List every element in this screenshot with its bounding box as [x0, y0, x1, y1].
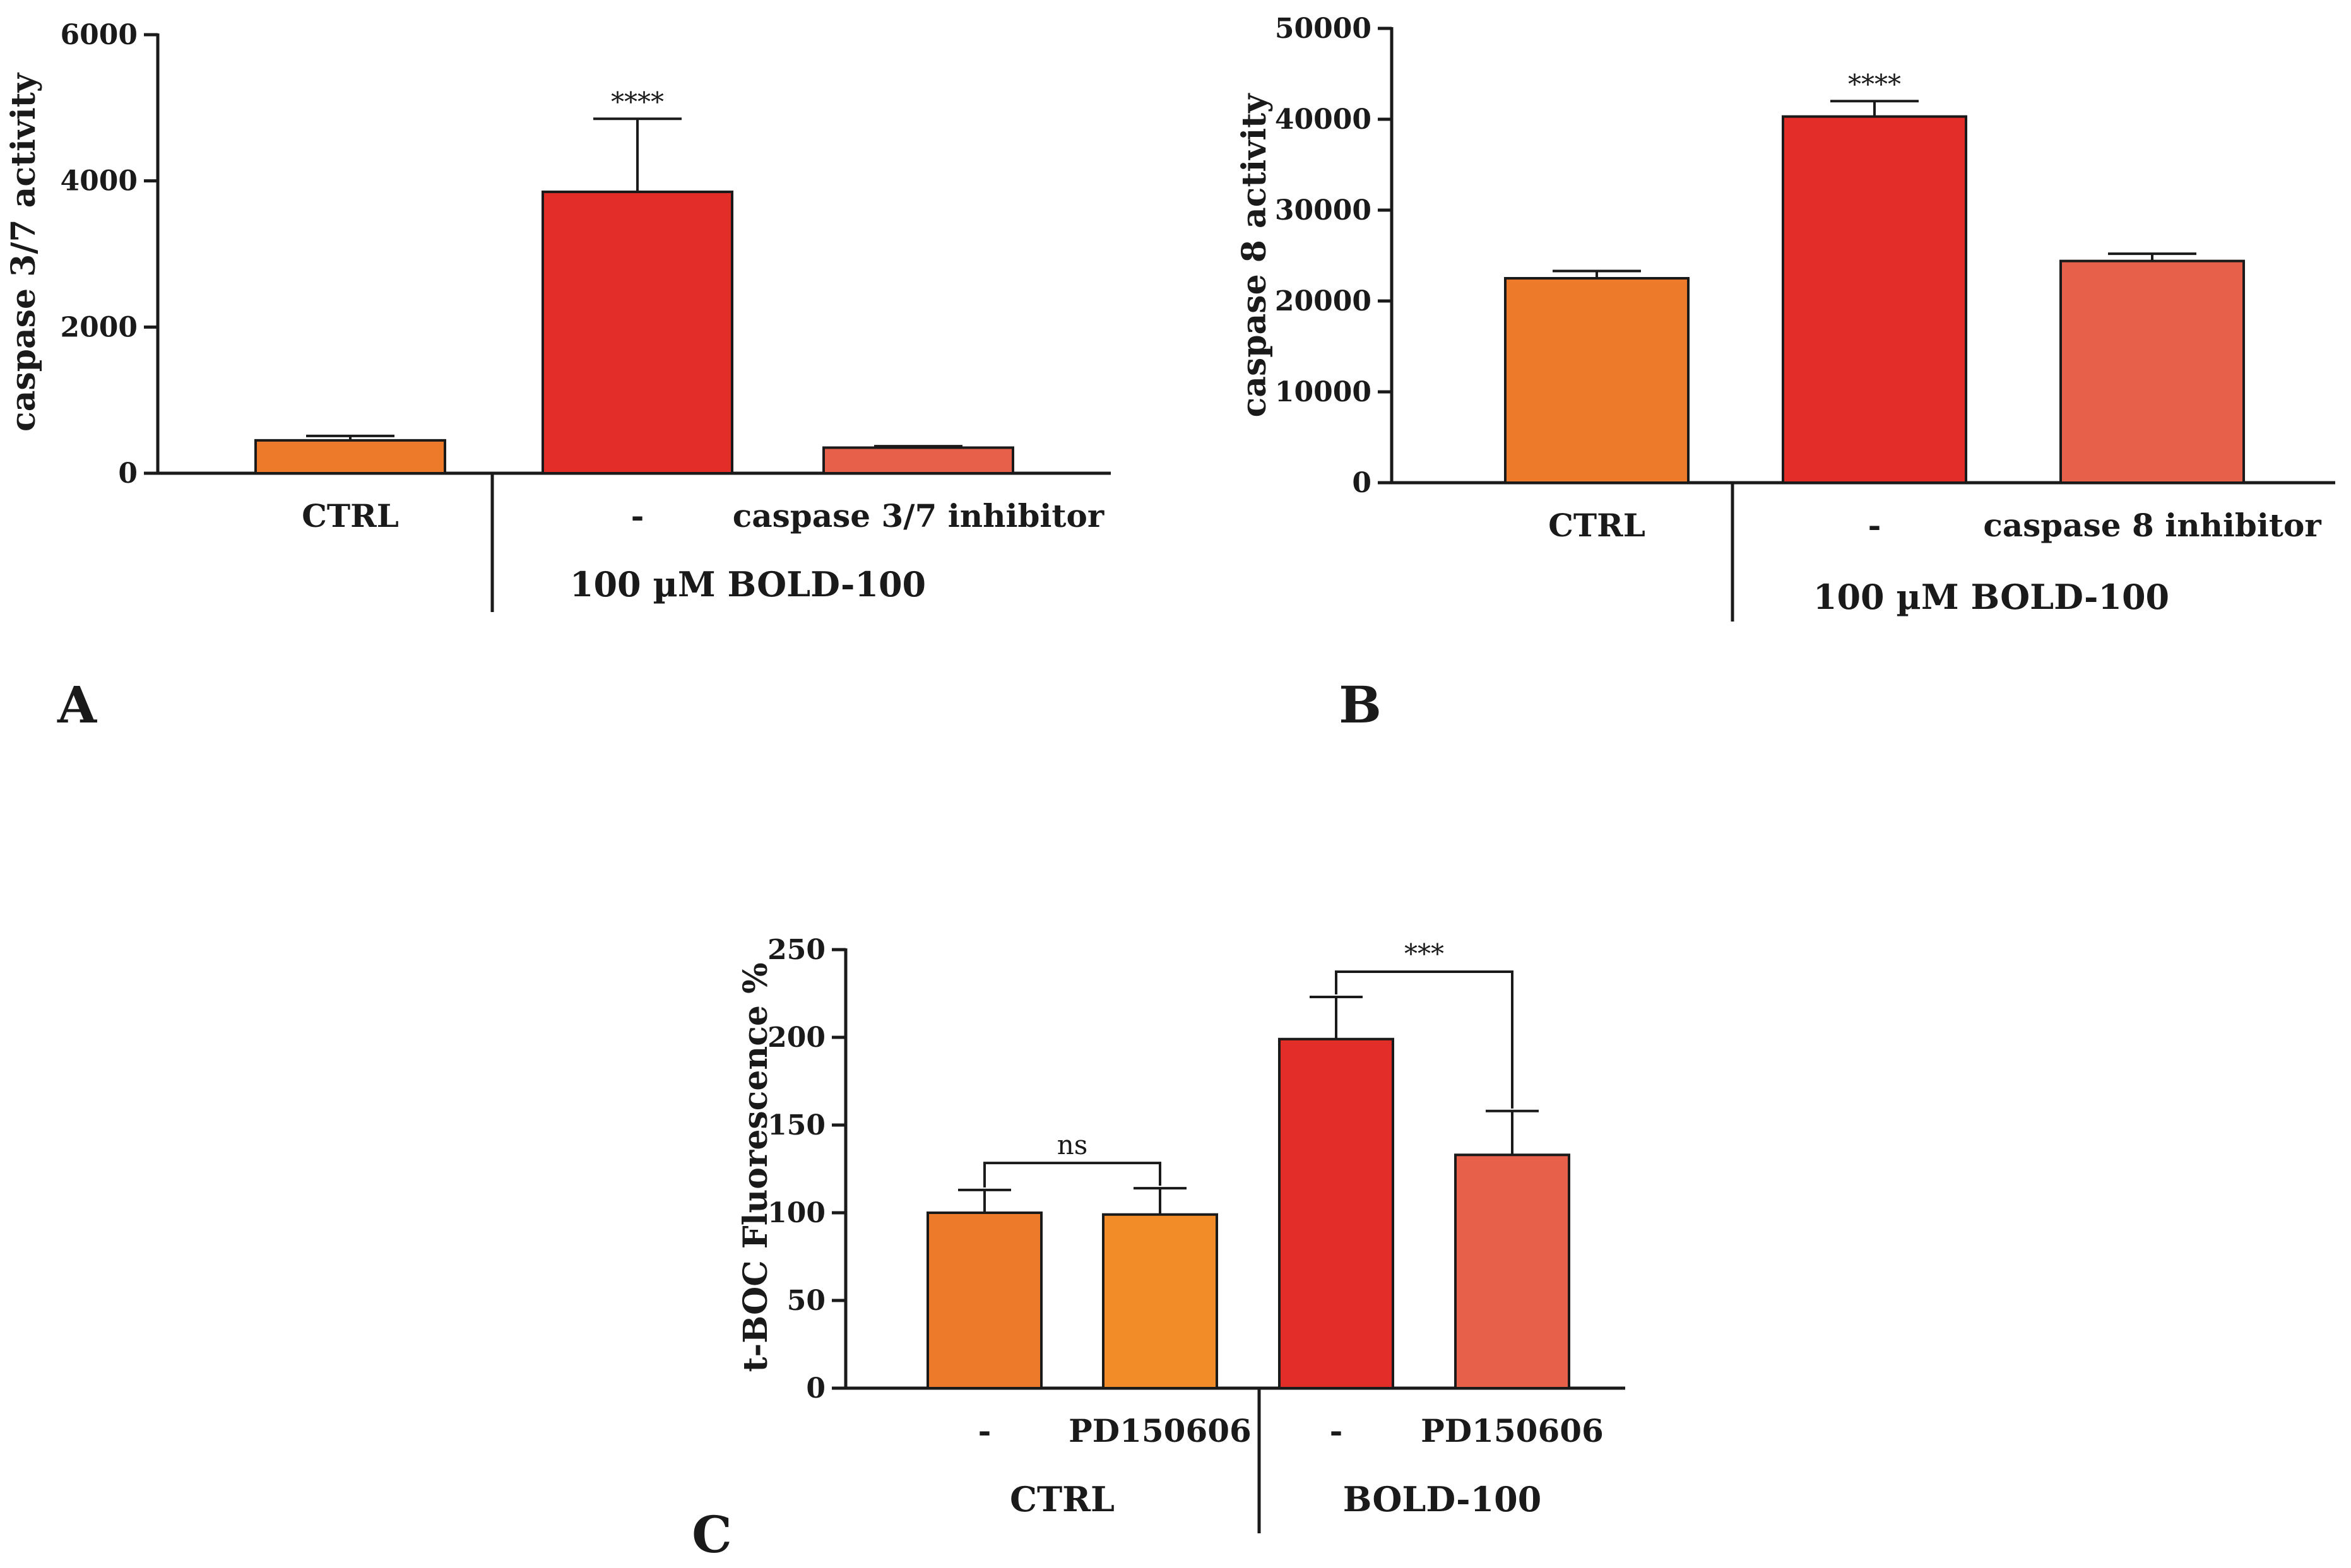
y-tick-label: 100 — [767, 1197, 826, 1229]
panel-label: A — [57, 675, 97, 734]
bar-0 — [1505, 278, 1688, 483]
category-label: - — [1868, 507, 1881, 544]
y-tick-label: 4000 — [61, 165, 138, 197]
y-tick-label: 10000 — [1275, 376, 1371, 408]
y-tick-label: 30000 — [1275, 194, 1371, 227]
category-label: CTRL — [1548, 507, 1645, 544]
y-tick-label: 50 — [787, 1285, 826, 1317]
y-tick-label: 150 — [767, 1109, 826, 1141]
bar-0 — [256, 440, 445, 473]
significance-label: **** — [1848, 69, 1901, 100]
category-label: caspase 8 inhibitor — [1983, 507, 2321, 544]
y-tick-label: 40000 — [1275, 103, 1371, 136]
comparison-bracket — [985, 1163, 1160, 1188]
chart-panel-b: 0 10000 20000 30000 40000 50000 CTRL - caspase 8… — [1235, 13, 2335, 734]
category-label: - — [1330, 1412, 1343, 1449]
y-tick-label: 0 — [118, 457, 138, 490]
bar-1 — [1103, 1215, 1217, 1388]
comparison-label: ns — [1057, 1129, 1088, 1160]
bar-1 — [1783, 117, 1966, 483]
figure: 0200040006000CTRL - caspase 3/7 inhibitor*… — [0, 0, 2351, 1568]
category-label: - — [631, 497, 644, 534]
y-tick-label: 20000 — [1275, 285, 1371, 317]
bar-2 — [824, 447, 1013, 473]
group-label: 100 µM BOLD-100 — [1813, 577, 2169, 617]
y-tick-label: 250 — [767, 934, 826, 966]
group-label: CTRL — [1010, 1479, 1115, 1519]
y-axis-title: caspase 3/7 activity — [4, 72, 43, 432]
bar-1 — [543, 192, 732, 473]
y-tick-label: 200 — [767, 1022, 826, 1054]
bar-3 — [1455, 1155, 1569, 1388]
category-label: caspase 3/7 inhibitor — [733, 497, 1104, 534]
y-axis-title: caspase 8 activity — [1235, 93, 1274, 418]
panel-label: B — [1339, 675, 1382, 734]
y-axis-title: t-BOC Fluorescence % — [737, 962, 775, 1372]
bar-2 — [1279, 1039, 1393, 1388]
y-tick-label: 0 — [1352, 467, 1371, 499]
group-label: BOLD-100 — [1343, 1479, 1542, 1519]
y-tick-label: 50000 — [1275, 13, 1371, 45]
category-label: - — [978, 1412, 992, 1449]
bar-0 — [928, 1213, 1041, 1388]
category-label: CTRL — [302, 497, 399, 534]
panel-label: C — [692, 1505, 732, 1564]
chart-panel-a: 0 2000 4000 6000 CTRL - caspase 3/7 inhibitor *… — [4, 19, 1111, 734]
significance-label: **** — [611, 86, 664, 117]
category-label: PD150606 — [1069, 1412, 1252, 1449]
y-tick-label: 2000 — [61, 311, 138, 343]
y-tick-label: 6000 — [61, 19, 138, 51]
category-label: PD150606 — [1421, 1412, 1604, 1449]
comparison-label: *** — [1404, 938, 1444, 969]
y-tick-label: 0 — [806, 1372, 826, 1405]
group-label: 100 µM BOLD-100 — [570, 564, 926, 604]
bar-2 — [2061, 261, 2244, 483]
chart-panel-c: 0 50 100 150 200 250 - PD150606 - PD150606 ns *** CT… — [692, 934, 1625, 1564]
